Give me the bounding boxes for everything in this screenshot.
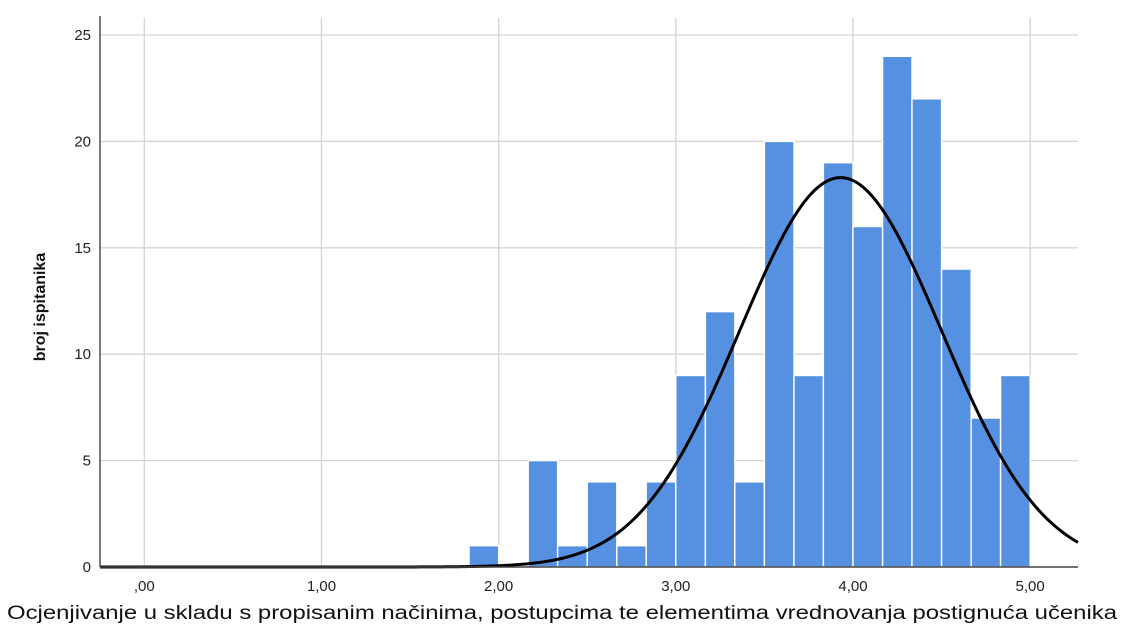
x-tick-label: 5,00 [1016, 578, 1045, 595]
histogram-bar [911, 98, 943, 568]
histogram-bar [616, 545, 647, 568]
axes [99, 16, 1078, 568]
histogram-bar [881, 55, 913, 568]
histogram-bar [999, 374, 1031, 568]
x-tick-label: 3,00 [661, 578, 690, 595]
histogram-bar [852, 225, 884, 568]
histogram-bar [970, 417, 1002, 568]
histogram-bar [940, 268, 972, 568]
histogram-bar [675, 374, 707, 568]
y-tick-label: 10 [74, 346, 91, 363]
tick-labels: 0 5 10 15 20 25 ,00 1,00 2,00 3,00 4,00 5,00 [74, 27, 1044, 595]
y-tick-label: 20 [74, 133, 91, 150]
y-axis-title: broj ispitanika [32, 253, 49, 362]
x-tick-label: 4,00 [838, 578, 867, 595]
y-tick-label: 25 [74, 27, 91, 44]
histogram-bar [734, 481, 766, 568]
y-tick-label: 5 [83, 453, 91, 470]
histogram-bar [822, 161, 854, 568]
histogram-bars [468, 55, 1031, 568]
histogram-bar [793, 374, 825, 568]
histogram-bar [527, 459, 559, 568]
x-tick-label: ,00 [134, 578, 155, 595]
histogram-bar [586, 481, 618, 568]
x-tick-label: 1,00 [307, 578, 336, 595]
x-tick-label: 2,00 [484, 578, 513, 595]
y-tick-label: 15 [74, 240, 91, 257]
histogram-bar [763, 140, 795, 568]
y-tick-label: 0 [83, 559, 91, 576]
histogram-bar [468, 545, 500, 568]
histogram-bar [645, 481, 677, 568]
x-axis-title: Ocjenjivanje u skladu s propisanim način… [7, 603, 1118, 624]
